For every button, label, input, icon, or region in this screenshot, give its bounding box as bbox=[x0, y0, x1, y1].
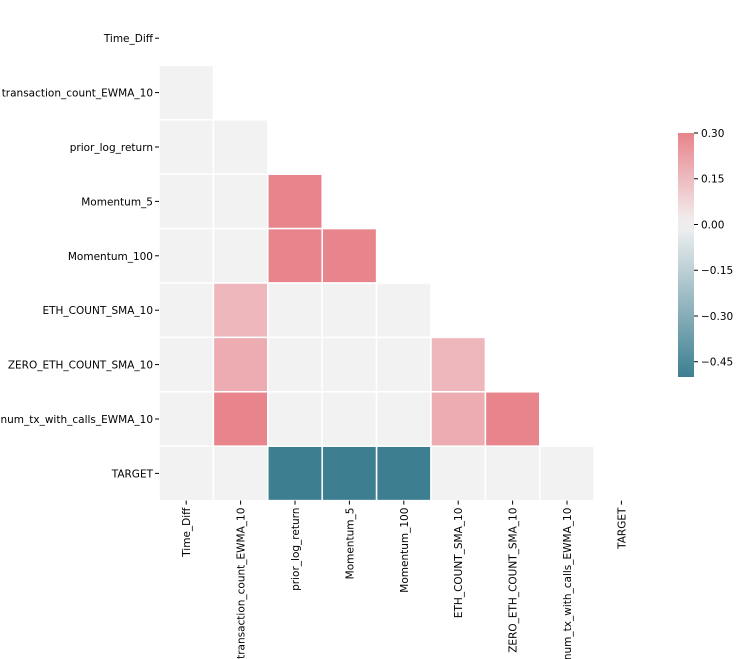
row-labels: Time_Diff transaction_count_EWMA_10 prior_… bbox=[0, 33, 159, 480]
heatmap-cell bbox=[321, 282, 378, 339]
heatmap-cell bbox=[267, 282, 323, 339]
heatmap-cell bbox=[267, 227, 323, 284]
heatmap-cell bbox=[158, 173, 215, 230]
row-label: ZERO_ETH_COUNT_SMA_10 bbox=[8, 360, 153, 372]
heatmap-cell bbox=[375, 391, 432, 447]
colorbar-tick-label: 0.30 bbox=[701, 128, 724, 140]
heatmap-cell bbox=[484, 391, 541, 447]
colorbar-tick-label: −0.15 bbox=[701, 265, 733, 277]
heatmap-cell bbox=[321, 336, 378, 393]
heatmap-cell bbox=[430, 445, 487, 502]
heatmap-cell bbox=[430, 336, 487, 393]
heatmap-cell bbox=[212, 173, 269, 230]
heatmap-cell bbox=[158, 282, 215, 339]
row-label: ETH_COUNT_SMA_10 bbox=[42, 305, 153, 317]
row-label: Momentum_5 bbox=[81, 196, 153, 208]
heatmap-cells bbox=[158, 64, 595, 502]
heatmap-cell bbox=[484, 445, 541, 502]
heatmap-cell bbox=[321, 391, 378, 447]
row-label: num_tx_with_calls_EWMA_10 bbox=[0, 414, 153, 426]
heatmap-cell bbox=[321, 445, 378, 502]
heatmap-cell bbox=[212, 227, 269, 284]
heatmap-cell bbox=[267, 336, 323, 393]
column-label: Time_Diff bbox=[181, 507, 193, 558]
heatmap-cell bbox=[212, 282, 269, 339]
heatmap-cell bbox=[375, 336, 432, 393]
heatmap-cell bbox=[267, 445, 323, 502]
heatmap-cell bbox=[158, 119, 215, 175]
colorbar-gradient bbox=[678, 133, 694, 377]
heatmap-cell bbox=[539, 445, 595, 502]
column-label: TARGET bbox=[616, 507, 628, 550]
colorbar: 0.30 0.15 0.00 −0.15 −0.30 −0.45 bbox=[678, 128, 733, 377]
heatmap-cell bbox=[158, 64, 215, 121]
heatmap-cell bbox=[158, 227, 215, 284]
heatmap-cell bbox=[158, 391, 215, 447]
colorbar-tick-label: 0.00 bbox=[701, 219, 724, 231]
heatmap-cell bbox=[212, 445, 269, 502]
row-label: prior_log_return bbox=[70, 142, 153, 154]
heatmap-cell bbox=[212, 391, 269, 447]
column-label: Momentum_100 bbox=[399, 508, 411, 593]
heatmap-cell bbox=[267, 173, 323, 230]
heatmap-cell bbox=[321, 227, 378, 284]
heatmap-cell bbox=[158, 336, 215, 393]
row-label: Time_Diff bbox=[103, 33, 154, 45]
column-label: ZERO_ETH_COUNT_SMA_10 bbox=[508, 508, 520, 653]
column-label: transaction_count_EWMA_10 bbox=[236, 508, 248, 659]
heatmap-cell bbox=[430, 391, 487, 447]
row-label: transaction_count_EWMA_10 bbox=[2, 88, 153, 100]
column-label: Momentum_5 bbox=[344, 508, 356, 580]
column-label: ETH_COUNT_SMA_10 bbox=[453, 508, 465, 619]
row-label: TARGET bbox=[111, 468, 154, 480]
heatmap-cell bbox=[212, 336, 269, 393]
row-label: Momentum_100 bbox=[68, 251, 153, 263]
colorbar-tick-label: −0.30 bbox=[701, 311, 733, 323]
colorbar-tick-label: 0.15 bbox=[701, 174, 724, 186]
heatmap-cell bbox=[375, 445, 432, 502]
heatmap-cell bbox=[375, 282, 432, 339]
colorbar-tick-label: −0.45 bbox=[701, 357, 733, 369]
column-label: num_tx_with_calls_EWMA_10 bbox=[562, 508, 574, 659]
column-labels: Time_Diff transaction_count_EWMA_10 prior_… bbox=[181, 500, 628, 659]
heatmap-cell bbox=[158, 445, 215, 502]
heatmap-cell bbox=[267, 391, 323, 447]
heatmap-cell bbox=[212, 119, 269, 175]
column-label: prior_log_return bbox=[290, 508, 302, 591]
